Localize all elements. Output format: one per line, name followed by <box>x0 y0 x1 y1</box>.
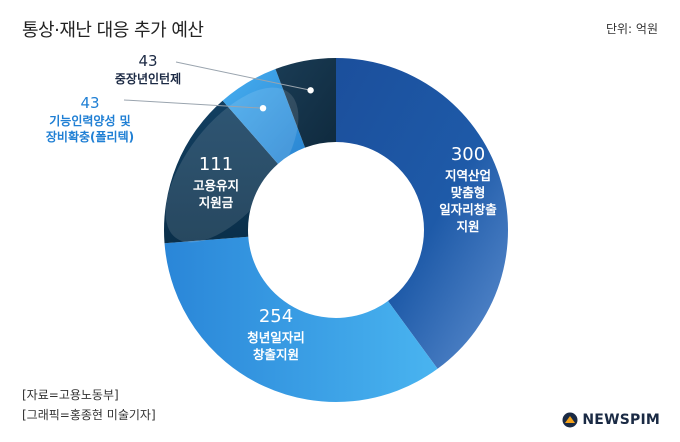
slice-300 <box>336 58 508 369</box>
category-label-254: 청년일자리 <box>247 330 305 345</box>
category-label-43-blue: 장비확충(폴리텍) <box>46 129 134 144</box>
category-label-300: 지역산업 <box>445 168 491 183</box>
highlight-glare <box>165 87 299 243</box>
newspim-logo-icon <box>562 412 578 428</box>
category-label-43-blue: 기능인력양성 및 <box>49 113 130 128</box>
category-label-111: 고용유지 <box>193 178 239 193</box>
category-label-111: 지원금 <box>199 195 234 210</box>
category-label-300: 일자리창출 <box>439 202 497 217</box>
category-label-254: 창출지원 <box>253 347 299 362</box>
credit-note: [그래픽=홍종현 미술기자] <box>22 408 156 422</box>
slice-43-blue <box>222 69 306 164</box>
value-label-300: 300 <box>451 144 485 165</box>
leader-line-43-blue <box>123 99 264 109</box>
slice-254 <box>164 236 438 402</box>
leader-dot-43-dark <box>307 87 314 94</box>
value-label-254: 254 <box>259 306 293 327</box>
logo-text: NEWSPIM <box>582 412 660 428</box>
slice-111 <box>163 100 279 244</box>
newspim-logo: NEWSPIM <box>562 412 660 428</box>
value-label-43-blue: 43 <box>80 94 99 112</box>
leader-dot-43-blue <box>259 104 267 112</box>
slice-43-dark <box>275 58 336 148</box>
category-label-300: 맞춤형 <box>451 185 486 200</box>
value-label-43-dark: 43 <box>138 52 157 70</box>
category-label-300: 지원 <box>456 219 479 234</box>
value-label-111: 111 <box>199 154 233 175</box>
chart-title: 통상·재난 대응 추가 예산 <box>22 20 204 41</box>
category-label-43-dark: 중장년인턴제 <box>115 71 181 86</box>
unit-label: 단위: 억원 <box>605 22 658 36</box>
source-note: [자료=고용노동부] <box>22 388 119 402</box>
leader-line-43-dark <box>175 61 311 91</box>
